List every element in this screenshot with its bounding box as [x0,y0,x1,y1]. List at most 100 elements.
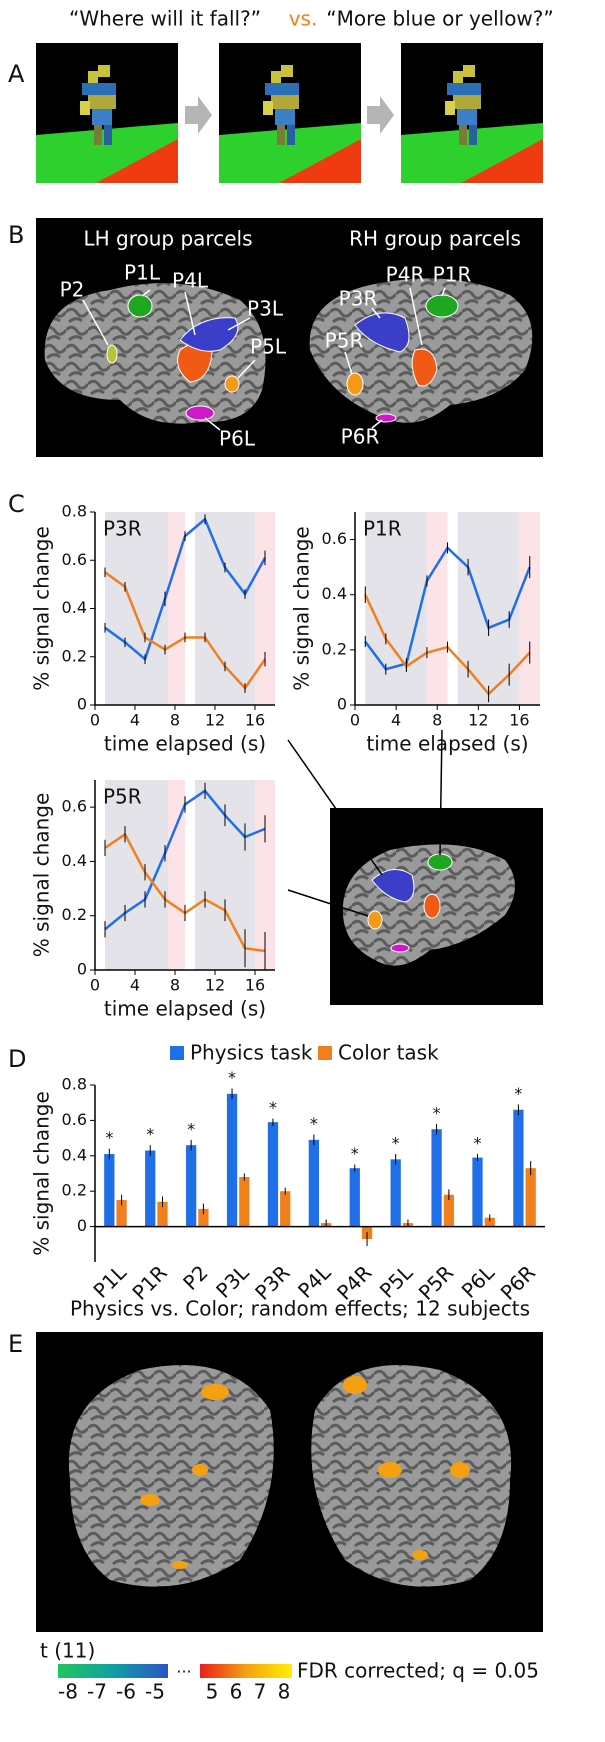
shaded-interval [105,512,168,705]
y-tick-label: 0.8 [62,1075,87,1094]
x-tick-label: 0 [90,711,100,730]
question: “More blue or yellow?” [326,7,554,31]
panel-letter: B [8,221,24,249]
significance-marker: * [269,1098,277,1117]
panel-letter: D [8,1045,26,1073]
colorbar-negative [58,1664,168,1678]
x-tick-label: P2 [178,1260,213,1295]
panel-letter: A [8,60,25,88]
bar [157,1201,168,1227]
bar [484,1217,495,1227]
y-tick-label: 0.2 [322,639,347,658]
x-tick-label: 16 [509,711,529,730]
y-tick-label: 0.6 [62,550,87,569]
blob [201,1384,229,1400]
significance-marker: * [433,1103,441,1122]
significance-marker: * [187,1119,195,1138]
arrow [185,96,212,134]
parcel [224,375,240,393]
parcel-label: P3R [339,287,378,311]
y-tick-label: 0 [77,1216,87,1235]
y-axis-label: % signal change [30,526,54,690]
y-tick-label: 0.4 [62,598,87,617]
y-tick-label: 0.2 [62,646,87,665]
label-leaders [82,287,446,431]
shaded-interval [519,512,540,705]
legend-label: Physics task [190,1041,313,1065]
bar [239,1177,250,1227]
parcel [346,372,364,396]
parcel-label: P6L [219,427,256,451]
bar [525,1168,536,1227]
colorbar-tick-label: 5 [206,1680,219,1704]
y-tick-label: 0.6 [62,1110,87,1129]
x-tick-label: 4 [130,711,140,730]
bar [145,1150,156,1227]
blob [192,1464,208,1476]
parcel-label: P6R [341,425,380,449]
colorbar-tick-label: -6 [116,1680,136,1704]
x-tick-label: 8 [170,711,180,730]
panel-letter: E [8,1330,23,1358]
x-tick-label: 4 [130,976,140,995]
bar [308,1139,319,1227]
x-tick-label: 8 [170,976,180,995]
bar [390,1159,401,1227]
stimulus-image [36,43,178,183]
x-tick-label: 0 [90,976,100,995]
shaded-interval [168,780,185,970]
parcel [423,893,441,919]
significance-marker: * [310,1114,318,1133]
parcel-label: P1L [124,261,161,285]
vs-label: vs. [289,7,318,31]
parcel [390,943,410,953]
x-tick-label: 16 [245,976,265,995]
x-tick-label: 16 [245,711,265,730]
parcel [375,413,397,423]
significance-marker: * [146,1125,154,1144]
x-tick-label: 12 [205,976,225,995]
y-tick-label: 0.4 [62,851,87,870]
activation-blobs [140,1376,470,1569]
bar [513,1109,524,1227]
bar [116,1200,127,1227]
y-axis-label: % signal change [30,793,54,957]
bar [280,1191,291,1227]
panel-title: RH group parcels [349,227,521,251]
colorbar-tick-label: -5 [145,1680,165,1704]
shaded-interval [255,780,275,970]
legend-swatch [318,1046,332,1060]
bar [443,1194,454,1227]
parcel [425,294,459,318]
parcel [185,405,215,421]
arrow [367,96,394,134]
legend-swatch [170,1046,184,1060]
y-tick-label: 0.2 [62,1181,87,1200]
x-tick-label: 4 [391,711,401,730]
parcel-label: P1R [433,263,472,287]
parcel [371,869,415,903]
significance-marker: * [228,1068,236,1087]
shaded-interval [365,512,427,705]
y-tick-label: 0.4 [62,1145,87,1164]
stimulus-image [219,43,361,183]
panel-letter: C [8,490,25,518]
parcel-label: P4L [172,269,209,293]
chart-title: P5R [103,785,142,809]
y-tick-label: 0.8 [62,502,87,521]
bar [472,1157,483,1227]
parcel [411,348,438,387]
y-tick-label: 0.4 [322,584,347,603]
shaded-interval [168,512,185,705]
bar [104,1154,115,1227]
parcel [106,344,118,364]
parcel [127,294,153,318]
y-tick-label: 0.2 [62,905,87,924]
chart-title: P3R [103,517,142,541]
shaded-interval [426,512,448,705]
parcel [367,910,383,930]
significance-marker: * [514,1084,522,1103]
connector [287,729,443,917]
y-tick-label: 0 [77,960,87,979]
